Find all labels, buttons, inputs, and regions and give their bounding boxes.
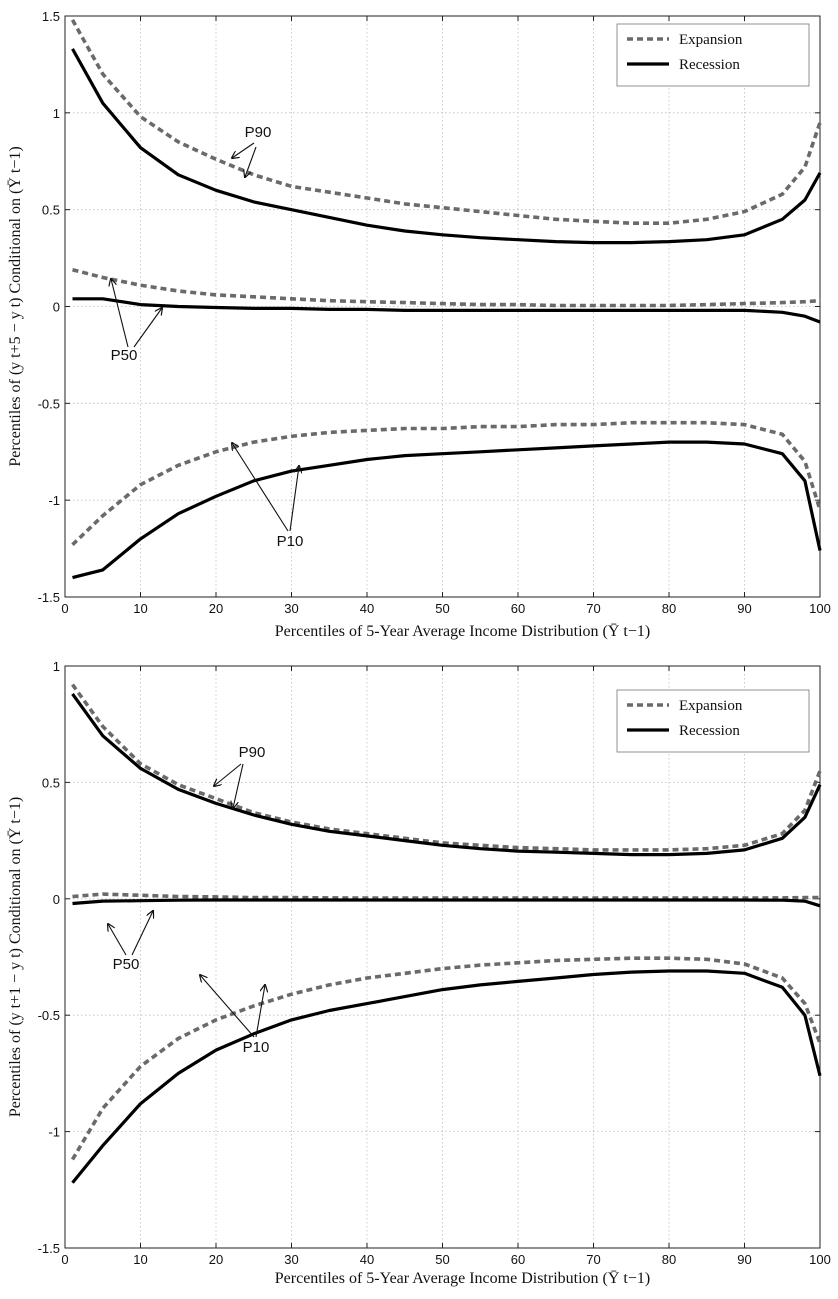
chart-top: 0 10 20 30 40 50 60 70 80 90 100 -1.5 -1 -0.5 0 0.5 1 1.5… [7,9,831,640]
x-tick-label: 100 [809,1252,831,1267]
annotations: P90 P50 P10 [108,744,269,1056]
legend-box [616,23,810,87]
y-tick-label: 0.5 [42,203,60,218]
series-line-recession-p10 [71,969,822,1184]
y-tick-label: 1 [53,659,60,674]
series-line-expansion-p90 [70,19,822,225]
series-line-recession-p50 [72,898,821,908]
x-tick-label: 0 [61,1252,68,1267]
y-tick-label: 0 [53,300,60,315]
x-tick-label: 90 [737,1252,751,1267]
y-tick-label: 1 [53,106,60,121]
annotation-arrow [131,911,153,956]
y-tick-label: -1.5 [38,1241,60,1256]
legend-label-expansion: Expansion [679,32,743,48]
x-tick-label: 100 [809,601,831,616]
series-lines [70,683,822,1184]
x-tick-label: 10 [133,601,147,616]
x-tick-label: 60 [511,1252,525,1267]
series-line-expansion-p10 [71,420,822,547]
annotation-p10: P10 [277,533,304,550]
legend-label-recession: Recession [679,57,740,73]
annotation-arrow [133,308,162,348]
annotation-arrow [289,466,299,532]
x-axis: 0 10 20 30 40 50 60 70 80 90 100 [61,16,831,616]
y-tick-label: -0.5 [38,396,60,411]
series-line-recession-p10 [72,440,822,580]
y-tick-label: -1 [48,1125,60,1140]
legend-label-recession: Recession [679,723,740,739]
x-tick-label: 70 [586,601,600,616]
x-tick-label: 90 [737,601,751,616]
series-line-recession-p50 [72,297,821,324]
y-tick-label: -0.5 [38,1008,60,1023]
x-tick-label: 60 [511,601,525,616]
series-line-recession-p90 [71,48,822,245]
annotation-arrow [245,146,257,177]
y-axis: -1.5 -1 -0.5 0 0.5 1 1.5 [38,9,820,605]
x-tick-label: 40 [360,1252,374,1267]
annotation-arrow [232,142,255,158]
annotation-p50: P50 [113,956,140,973]
series-line-expansion-p50 [72,892,820,900]
annotation-p90: P90 [245,124,272,141]
x-tick-label: 10 [133,1252,147,1267]
chart-bottom: 0 10 20 30 40 50 60 70 80 90 100 -1.5 -1 -0.5 0 0.5 1 Per… [7,659,831,1287]
y-tick-label: -1 [48,493,60,508]
x-tick-label: 70 [586,1252,600,1267]
x-tick-label: 50 [435,601,449,616]
annotation-p50: P50 [111,347,138,364]
x-tick-label: 50 [435,1252,449,1267]
annotation-arrow [108,924,127,956]
legend: Expansion Recession [616,689,810,753]
y-tick-label: -1.5 [38,590,60,605]
x-tick-label: 80 [662,601,676,616]
legend-box [616,689,810,753]
x-axis-label: Percentiles of 5-Year Average Income Dis… [275,1270,650,1287]
series-line-expansion-p10 [70,956,822,1161]
x-tick-label: 40 [360,601,374,616]
annotation-arrow [111,279,129,348]
series-lines [70,19,822,580]
series-line-recession-p90 [71,692,822,857]
x-axis: 0 10 20 30 40 50 60 70 80 90 100 [61,666,831,1267]
x-tick-label: 80 [662,1252,676,1267]
grid [65,16,820,597]
y-tick-label: 1.5 [42,9,60,24]
x-tick-label: 20 [209,601,223,616]
annotation-arrow [200,975,255,1038]
x-tick-label: 20 [209,1252,223,1267]
annotation-arrow [255,985,265,1038]
annotation-p90: P90 [239,744,266,761]
legend: Expansion Recession [616,23,810,87]
annotation-p10: P10 [243,1039,270,1056]
series-line-expansion-p90 [71,683,822,852]
y-tick-label: 0.5 [42,775,60,790]
legend-label-expansion: Expansion [679,698,743,714]
y-axis-label: Percentiles of (y t+5 − y t) Conditional… [7,146,24,466]
x-tick-label: 30 [284,1252,298,1267]
annotation-arrow [232,443,289,532]
annotations: P90 P50 P10 [111,124,304,550]
series-line-expansion-p50 [72,267,821,308]
y-tick-label: 0 [53,892,60,907]
plot-area [65,666,820,1248]
x-axis-label: Percentiles of 5-Year Average Income Dis… [275,623,650,640]
y-axis-label: Percentiles of (y t+1 − y t) Conditional… [7,797,24,1117]
x-tick-label: 30 [284,601,298,616]
annotation-arrow [214,763,242,786]
y-axis: -1.5 -1 -0.5 0 0.5 1 [38,659,820,1256]
x-tick-label: 0 [61,601,68,616]
annotation-arrow [233,763,244,808]
